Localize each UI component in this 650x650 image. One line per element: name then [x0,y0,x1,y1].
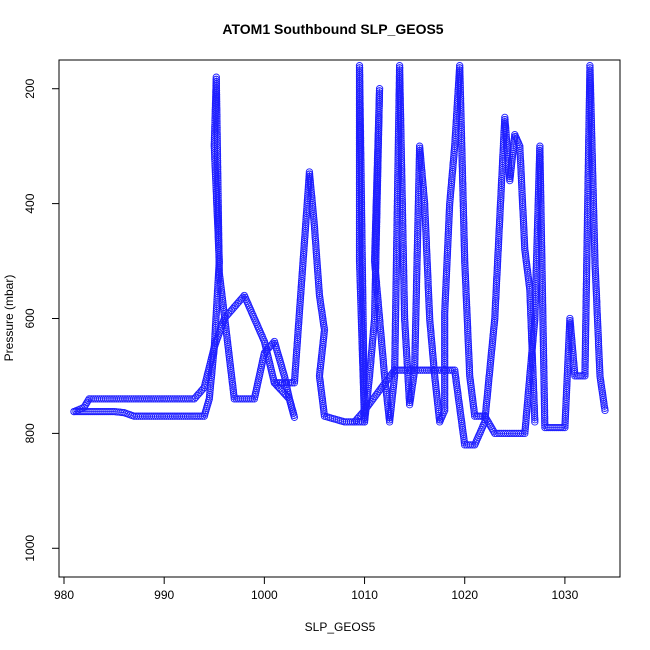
y-tick-label: 200 [23,78,37,98]
x-tick-label: 980 [54,588,74,602]
data-point [470,410,479,418]
data-point [531,413,539,422]
data-point [571,370,579,378]
data-point [570,368,579,376]
data-point [230,393,238,401]
data-point [557,423,565,432]
y-tick-label: 600 [23,308,37,328]
data-point [82,400,90,408]
data-point [188,395,196,403]
data-point [519,429,527,438]
y-tick-label: 1000 [23,535,37,562]
data-point [579,372,587,380]
data-point [601,406,609,415]
data-point [541,419,549,427]
series-line [354,117,536,446]
x-axis: 980 990 1000 1010 1020 1030 [54,577,579,602]
data-point [531,416,539,424]
data-point [286,379,295,387]
y-tick-label: 400 [23,193,37,213]
x-axis-label: SLP_GEOS5 [305,620,376,634]
data-point [559,423,567,432]
data-point [460,436,468,445]
y-tick-label: 800 [23,423,37,443]
data-point [288,379,297,387]
data-point [516,429,525,438]
data-point [446,366,455,374]
plot-marks [70,62,609,449]
data-point [531,418,539,426]
x-tick-label: 1020 [451,588,478,602]
y-axis-label: Pressure (mbar) [2,275,16,362]
y-axis: 200 400 600 800 1000 [23,78,59,562]
data-point [246,395,254,403]
x-tick-label: 1000 [251,588,278,602]
data-point [467,441,475,449]
data-point [358,418,367,426]
data-point [199,385,207,393]
chart-title: ATOM1 Southbound SLP_GEOS5 [222,21,443,37]
data-point [196,412,204,420]
x-tick-label: 990 [154,588,174,602]
x-tick-label: 1030 [552,588,579,602]
x-tick-label: 1010 [351,588,378,602]
data-point [577,372,585,380]
